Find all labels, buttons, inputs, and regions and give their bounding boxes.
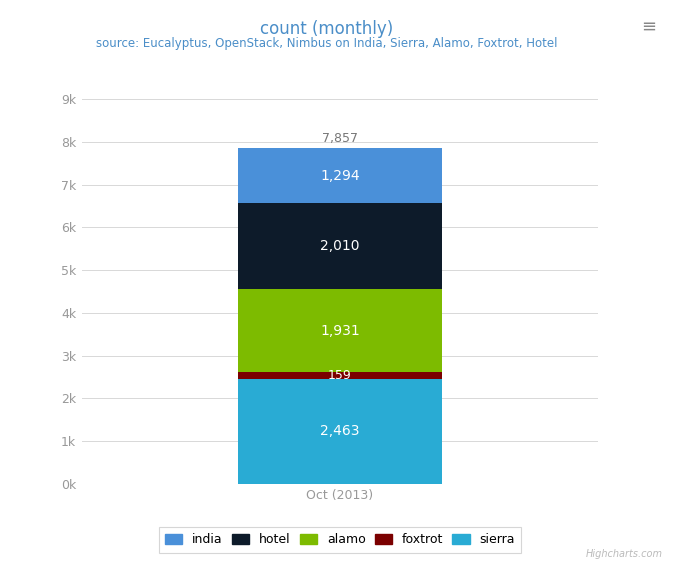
Text: count (monthly): count (monthly) — [260, 20, 393, 38]
Text: 1,294: 1,294 — [320, 169, 360, 183]
Bar — [239, 203, 441, 289]
Text: 159: 159 — [328, 368, 352, 381]
Bar — [239, 289, 441, 372]
Text: ≡: ≡ — [641, 18, 656, 36]
Text: 2,463: 2,463 — [320, 424, 360, 438]
Text: 7,857: 7,857 — [322, 132, 358, 145]
Text: source: Eucalyptus, OpenStack, Nimbus on India, Sierra, Alamo, Foxtrot, Hotel: source: Eucalyptus, OpenStack, Nimbus on… — [96, 37, 557, 50]
Bar — [239, 379, 441, 484]
Text: 2,010: 2,010 — [320, 239, 360, 253]
Legend: india, hotel, alamo, foxtrot, sierra: india, hotel, alamo, foxtrot, sierra — [158, 528, 522, 553]
Text: 1,931: 1,931 — [320, 324, 360, 337]
Bar — [239, 148, 441, 203]
Bar — [239, 372, 441, 379]
Text: Highcharts.com: Highcharts.com — [586, 549, 663, 559]
